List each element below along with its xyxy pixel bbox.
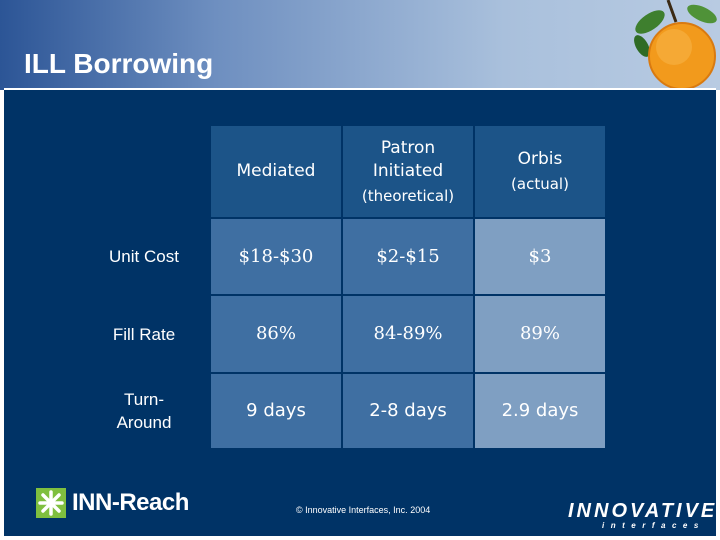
inn-reach-logo: INN-Reach: [36, 488, 189, 518]
header-orbis: Orbis (actual): [474, 125, 606, 218]
row-label-fill-rate: Fill Rate: [78, 295, 210, 373]
asterisk-logo-icon: [36, 488, 66, 518]
header-mediated: Mediated: [210, 125, 342, 218]
innovative-logo: INNOVATIVE interfaces: [568, 500, 717, 530]
header-label: Patron Initiated: [372, 137, 444, 181]
inn-reach-logo-text: INN-Reach: [72, 489, 189, 516]
slide-title: ILL Borrowing: [24, 48, 214, 79]
table-cell: 89%: [474, 295, 606, 373]
slide-header: ILL Borrowing: [0, 0, 720, 90]
innovative-logo-subtext: interfaces: [602, 521, 705, 530]
table-cell: 86%: [210, 295, 342, 373]
table-cell: 2-8 days: [342, 373, 474, 449]
table-cell: $2-$15: [342, 218, 474, 295]
comparison-table: Mediated Patron Initiated (theoretical) …: [78, 125, 606, 449]
innovative-logo-text: INNOVATIVE: [568, 500, 718, 522]
copyright-text: © Innovative Interfaces, Inc. 2004: [296, 505, 431, 515]
table-cell: 9 days: [210, 373, 342, 449]
header-sublabel: (theoretical): [361, 186, 455, 205]
header-label: Mediated: [236, 161, 316, 181]
table-cell: $18-$30: [210, 218, 342, 295]
row-label-turn-around: Turn-Around: [78, 373, 210, 449]
table-cell: $3: [474, 218, 606, 295]
header-patron-initiated: Patron Initiated (theoretical): [342, 125, 474, 218]
table-cell: 2.9 days: [474, 373, 606, 449]
table-cell: 84-89%: [342, 295, 474, 373]
header-sublabel: (actual): [511, 175, 569, 193]
row-label-unit-cost: Unit Cost: [78, 218, 210, 295]
header-label: Orbis: [517, 149, 563, 169]
orange-fruit-icon: [620, 0, 720, 100]
